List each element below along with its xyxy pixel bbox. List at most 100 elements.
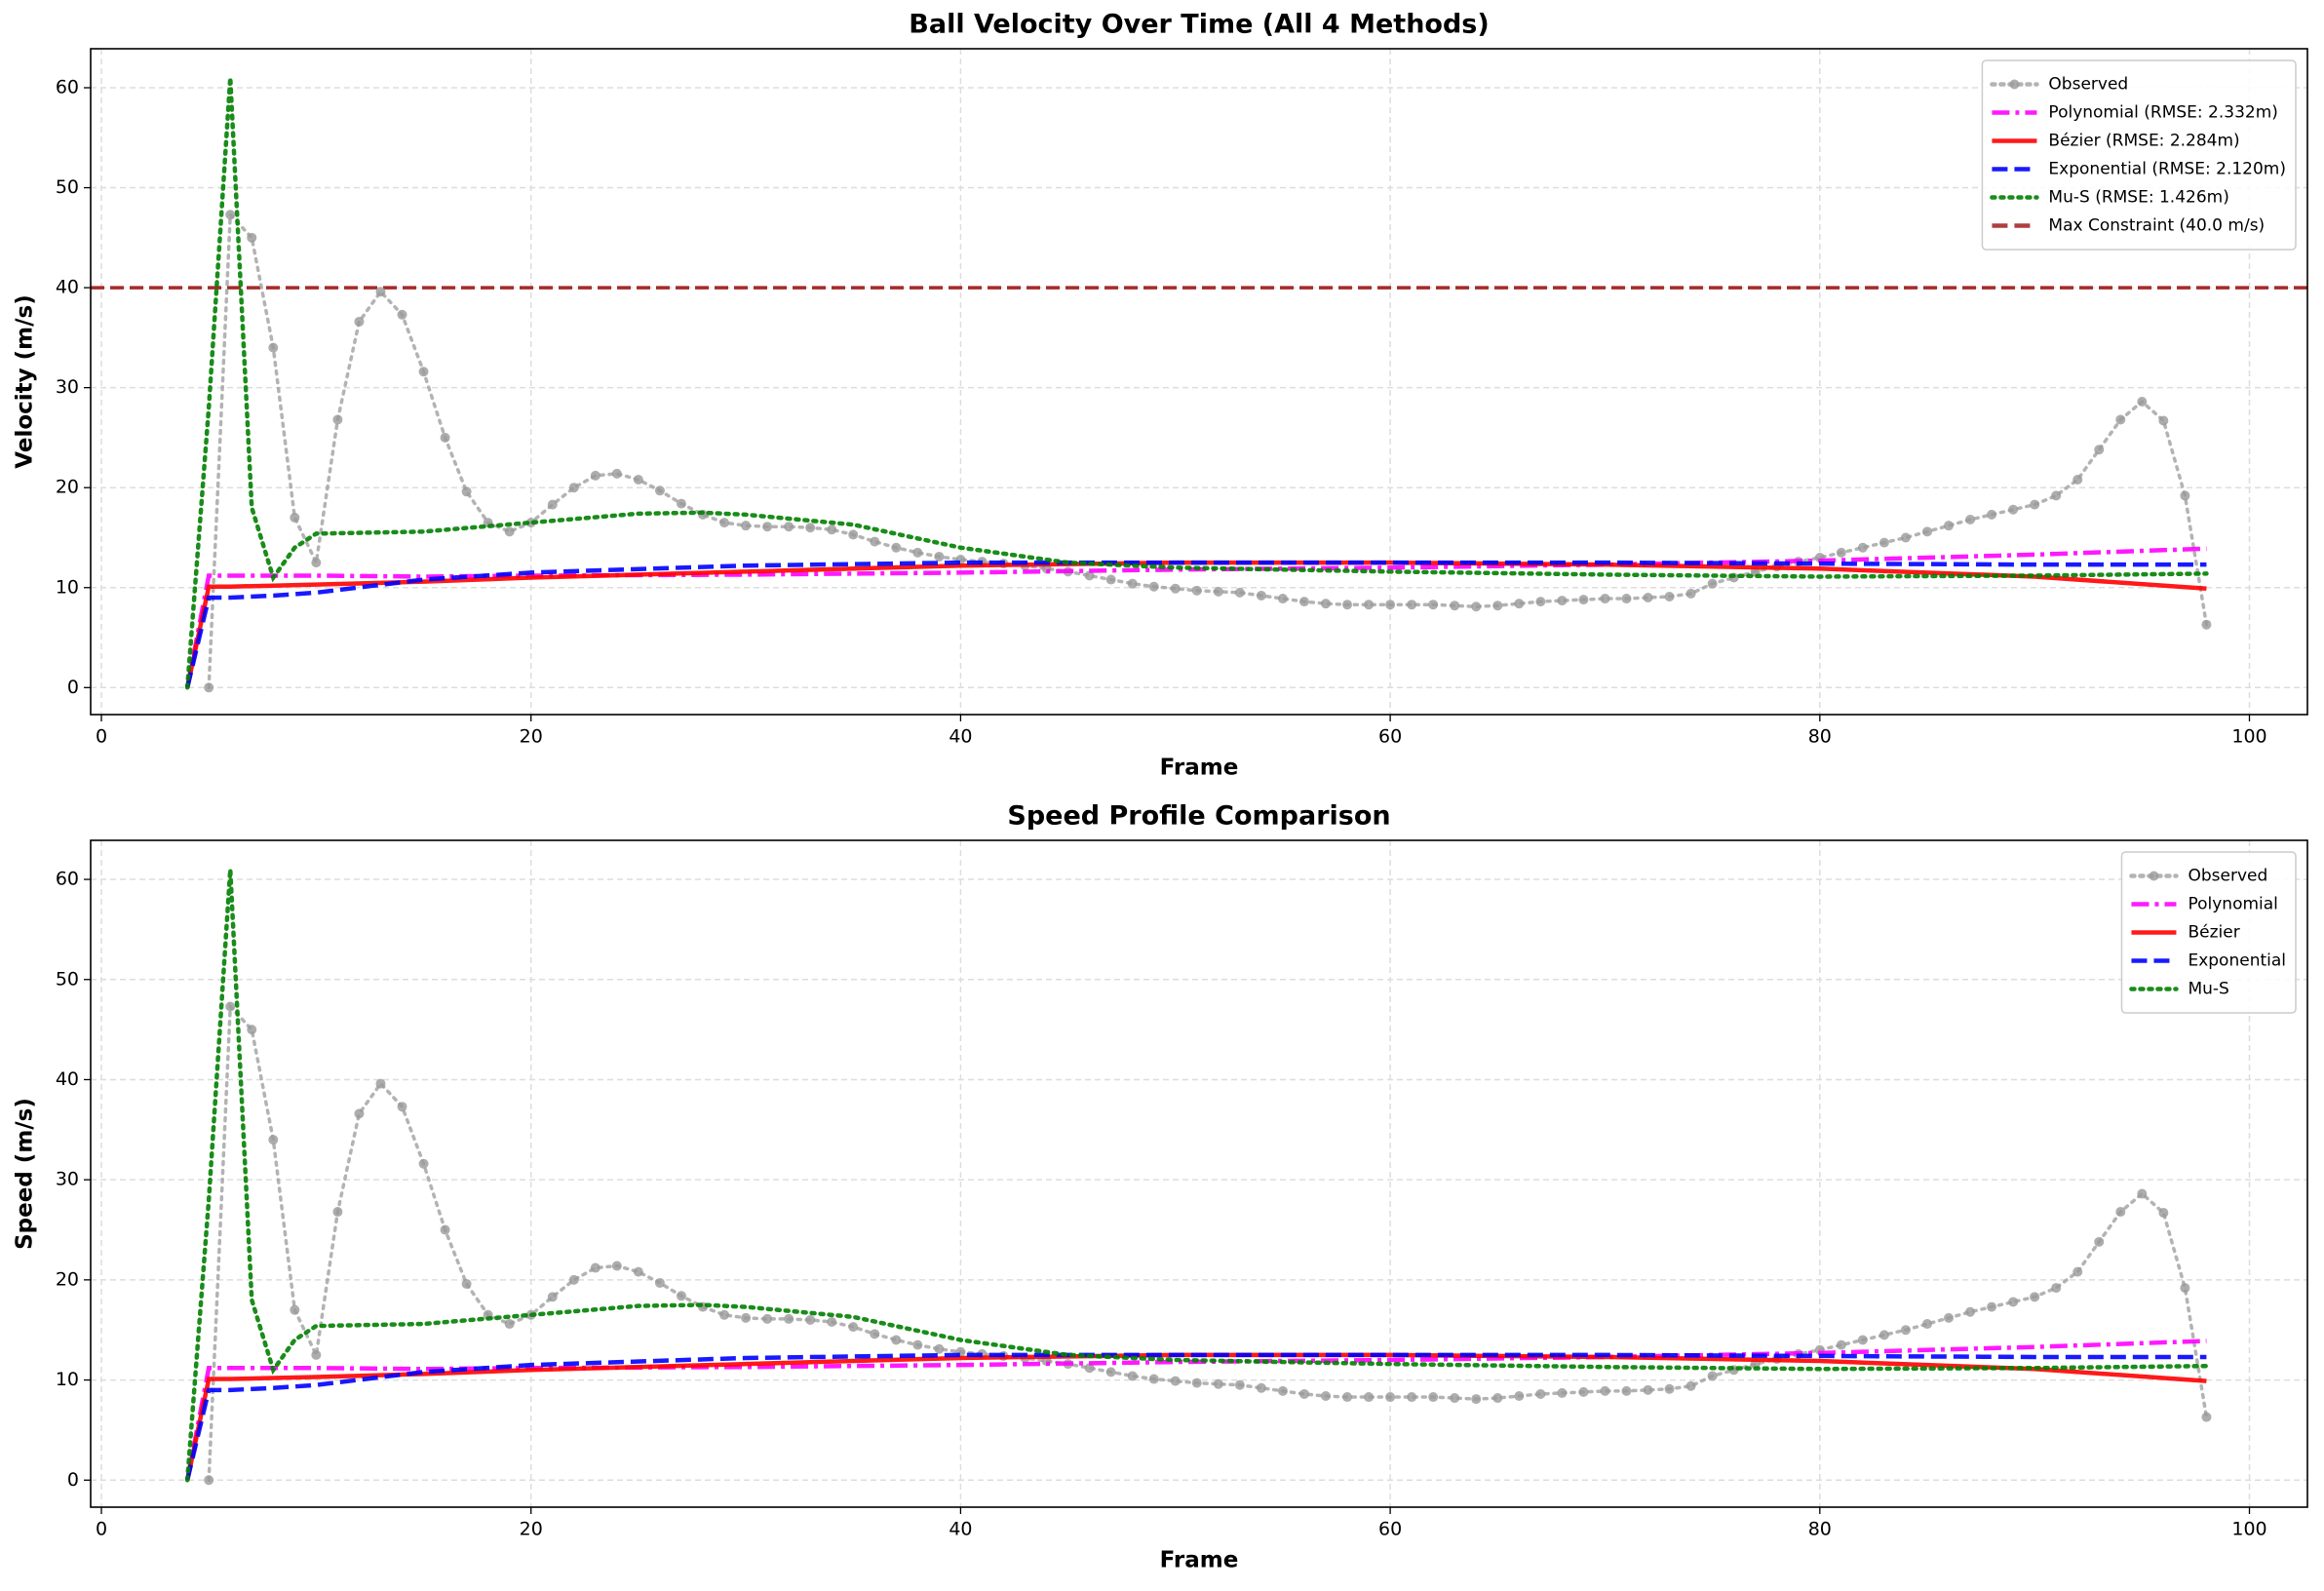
data-point <box>2201 1412 2212 1422</box>
data-point <box>1191 585 1202 596</box>
data-point <box>1213 586 1223 597</box>
series-line <box>207 1002 2209 1483</box>
data-point <box>1105 574 1116 585</box>
y-tick-label: 0 <box>67 1469 79 1491</box>
data-point <box>1600 594 1610 604</box>
data-point <box>225 1001 236 1012</box>
y-tick-label: 40 <box>56 277 79 298</box>
data-point <box>1492 1393 1503 1404</box>
data-point <box>1535 1388 1546 1399</box>
data-point <box>1664 1383 1675 1394</box>
data-point <box>1428 1392 1439 1403</box>
data-point <box>2137 397 2148 407</box>
data-point <box>311 1349 322 1360</box>
y-axis-label: Speed (m/s) <box>13 1098 38 1250</box>
data-point <box>2180 1283 2190 1294</box>
data-point <box>204 1475 214 1486</box>
subplot: 0 20 40 60 80 100 0 10 20 30 40 50 60 Ball Velocity O… <box>13 10 2308 781</box>
data-point <box>1321 599 1332 609</box>
chart-title: Ball Velocity Over Time (All 4 Methods) <box>909 10 1489 40</box>
data-point <box>1707 578 1718 589</box>
data-point <box>375 287 386 297</box>
data-point <box>870 1329 880 1339</box>
data-point <box>870 536 880 547</box>
data-point <box>504 1319 515 1330</box>
data-point <box>2008 504 2019 515</box>
y-tick-label: 0 <box>67 677 79 698</box>
data-point <box>1900 1325 1911 1336</box>
data-point <box>1621 1385 1632 1396</box>
data-point <box>762 1313 773 1324</box>
data-point <box>1857 542 1868 553</box>
data-point <box>1148 1374 1159 1384</box>
y-tick-label: 40 <box>56 1068 79 1090</box>
data-point <box>1342 600 1353 610</box>
y-tick-label: 30 <box>56 376 79 398</box>
legend-label: Observed <box>2048 75 2128 95</box>
x-tick-label: 0 <box>96 1519 107 1540</box>
series-line <box>184 77 2209 690</box>
data-point <box>375 1078 386 1089</box>
data-point <box>1277 1385 1288 1396</box>
y-tick-label: 60 <box>56 76 79 97</box>
data-point <box>2051 490 2062 501</box>
data-point <box>2072 475 2083 485</box>
series-line <box>184 869 2209 1483</box>
data-point <box>912 547 923 558</box>
data-point <box>440 1224 450 1235</box>
data-point <box>784 522 794 532</box>
data-point <box>1921 526 1932 537</box>
data-point <box>311 558 322 568</box>
series-line <box>184 1352 2207 1481</box>
data-point <box>805 523 816 533</box>
data-point <box>1643 593 1653 603</box>
data-point <box>1234 587 1245 598</box>
data-point <box>2094 445 2105 455</box>
data-point <box>1836 1339 1846 1350</box>
legend-label: Max Constraint (40.0 m/s) <box>2048 216 2265 236</box>
data-point <box>1557 1387 1568 1398</box>
data-point <box>2158 415 2169 426</box>
data-point <box>2030 1292 2040 1302</box>
data-point <box>1148 581 1159 592</box>
legend-label: Mu-S <box>2188 980 2228 999</box>
axes-frame <box>90 839 2308 1508</box>
data-point <box>676 1291 686 1301</box>
data-point <box>848 1322 859 1333</box>
series-line <box>184 560 2207 688</box>
data-point <box>1944 521 1955 531</box>
x-tick-label: 20 <box>520 726 543 748</box>
data-point <box>719 518 730 528</box>
data-point <box>2094 1236 2105 1247</box>
legend-label: Observed <box>2188 867 2267 886</box>
data-point <box>633 475 643 485</box>
legend: Observed Polynomial Bézier Exponential Mu-S <box>2120 851 2297 1014</box>
data-point <box>1879 537 1889 548</box>
data-point <box>934 1343 945 1354</box>
data-point <box>1450 1393 1460 1404</box>
data-point <box>2008 1297 2019 1307</box>
x-tick-label: 0 <box>96 726 107 748</box>
data-point <box>568 1274 579 1285</box>
data-point <box>1857 1335 1868 1345</box>
x-tick-label: 100 <box>2231 1519 2266 1540</box>
data-point <box>1127 578 1138 589</box>
data-point <box>525 518 536 528</box>
x-tick-label: 100 <box>2231 726 2266 748</box>
data-point <box>676 498 686 509</box>
data-point <box>268 1135 279 1145</box>
data-point <box>290 512 300 523</box>
data-point <box>1364 1392 1375 1403</box>
data-point <box>1191 1378 1202 1388</box>
data-point <box>204 682 214 693</box>
axes-frame <box>90 48 2308 716</box>
series-line <box>184 560 2207 688</box>
y-tick-label: 20 <box>56 477 79 498</box>
data-point <box>805 1314 816 1325</box>
data-point <box>332 414 343 425</box>
legend-label: Mu-S (RMSE: 1.426m) <box>2048 188 2228 208</box>
legend-box <box>1981 59 2297 251</box>
y-tick-label: 60 <box>56 869 79 890</box>
x-tick-label: 60 <box>1378 726 1402 748</box>
data-point <box>1578 595 1589 605</box>
